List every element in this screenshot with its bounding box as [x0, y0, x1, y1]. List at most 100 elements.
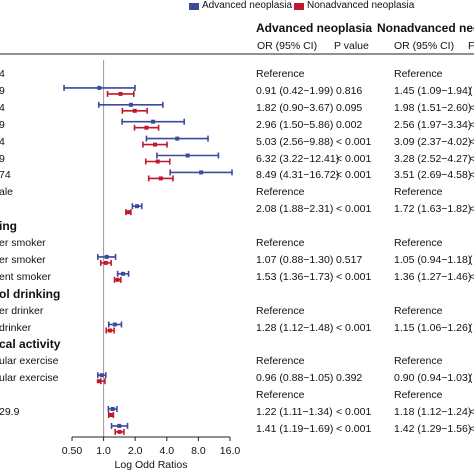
- row-label-10: er smoker: [0, 237, 46, 249]
- non-or-ci-12: 1.36 (1.27−1.46): [394, 270, 472, 283]
- non-point-12: [115, 277, 120, 282]
- x-tick-label-1: 1.0: [96, 445, 111, 457]
- x-tick-label-0: 0.50: [61, 445, 83, 457]
- header-advanced-neoplasia: Advanced neoplasia: [256, 21, 373, 35]
- non-or-ci-1: 1.45 (1.09−1.94): [394, 84, 472, 97]
- non-point-1: [118, 91, 123, 96]
- non-point-3: [144, 125, 149, 130]
- adv-or-ci-18: 0.96 (0.88−1.05): [256, 372, 334, 385]
- adv-or-ci-17: Reference: [256, 355, 305, 368]
- adv-or-ci-2: 1.82 (0.90−3.67): [256, 101, 334, 114]
- adv-or-ci-15: 1.28 (1.12−1.48): [256, 321, 334, 334]
- non-or-ci-3: 2.56 (1.97−3.34): [394, 118, 472, 131]
- non-point-8: [126, 210, 131, 215]
- non-p-value-2: <: [469, 101, 474, 114]
- non-point-6: [158, 176, 163, 181]
- non-or-ci-10: Reference: [394, 237, 443, 249]
- adv-point-1: [97, 85, 102, 90]
- adv-point-3: [151, 119, 156, 124]
- adv-or-ci-6: 8.49 (4.31−16.72): [256, 169, 340, 182]
- non-p-value-20: <: [469, 406, 474, 418]
- non-or-ci-17: Reference: [394, 355, 443, 368]
- non-p-value-6: <: [469, 169, 474, 182]
- row-label-15: drinker: [0, 321, 32, 334]
- non-point-11: [103, 260, 108, 265]
- non-or-ci-18: 0.90 (0.94−1.03): [394, 372, 472, 385]
- adv-or-ci-1: 0.91 (0.42−1.99): [256, 84, 334, 97]
- adv-or-ci-19: Reference: [256, 389, 305, 402]
- non-p-value-4: <: [469, 135, 474, 148]
- adv-point-8: [134, 204, 139, 209]
- non-or-ci-6: 3.51 (2.69−4.58): [394, 169, 472, 182]
- non-point-21: [117, 429, 122, 434]
- adv-p-value-5: < 0.001: [336, 152, 372, 165]
- row-label-17: ular exercise: [0, 355, 59, 368]
- non-or-ci-4: 3.09 (2.37−4.02): [394, 135, 472, 148]
- adv-p-value-1: 0.816: [336, 84, 363, 97]
- adv-p-value-18: 0.392: [336, 372, 363, 385]
- legend-swatch-nonadvanced: [294, 3, 304, 10]
- adv-p-value-6: < 0.001: [336, 169, 372, 182]
- adv-point-12: [120, 271, 125, 276]
- header-or-ci-advanced: OR (95% CI): [257, 40, 318, 52]
- adv-point-18: [99, 373, 104, 378]
- non-point-5: [155, 159, 160, 164]
- non-or-ci-11: 1.05 (0.94−1.18): [394, 253, 472, 266]
- adv-point-6: [199, 170, 204, 175]
- non-p-value-3: <: [469, 118, 474, 131]
- adv-point-5: [185, 153, 190, 158]
- non-or-ci-0: Reference: [394, 68, 443, 80]
- non-or-ci-15: 1.15 (1.06−1.26): [394, 321, 472, 334]
- row-label-9: ing: [0, 219, 17, 234]
- non-p-value-5: <: [469, 152, 474, 165]
- adv-or-ci-11: 1.07 (0.88−1.30): [256, 253, 334, 266]
- legend-label-nonadvanced: Nonadvanced neoplasia: [307, 0, 415, 11]
- adv-or-ci-8: 2.08 (1.88−2.31): [256, 203, 334, 216]
- x-tick-label-5: 16.0: [219, 445, 241, 457]
- x-tick-label-2: 2.0: [127, 445, 143, 457]
- row-label-16: cal activity: [0, 337, 61, 352]
- adv-or-ci-7: Reference: [256, 186, 305, 199]
- row-label-20: 29.9: [0, 406, 20, 418]
- x-axis-title: Log Odd Ratios: [114, 459, 188, 471]
- row-label-1: 9: [0, 84, 5, 97]
- non-or-ci-14: Reference: [394, 304, 443, 317]
- non-or-ci-19: Reference: [394, 389, 443, 402]
- row-label-14: er drinker: [0, 304, 44, 317]
- adv-point-15: [112, 322, 117, 327]
- adv-or-ci-0: Reference: [256, 68, 305, 80]
- adv-p-value-11: 0.517: [336, 253, 363, 266]
- adv-p-value-4: < 0.001: [336, 135, 372, 148]
- adv-p-value-21: < 0.001: [336, 422, 372, 435]
- adv-or-ci-14: Reference: [256, 304, 305, 317]
- adv-or-ci-12: 1.53 (1.36−1.73): [256, 270, 334, 283]
- adv-point-20: [110, 407, 115, 411]
- non-point-2: [132, 108, 137, 113]
- non-p-value-11: (: [469, 253, 473, 266]
- non-or-ci-5: 3.28 (2.52−4.27): [394, 152, 472, 165]
- adv-p-value-3: 0.002: [336, 118, 363, 131]
- non-point-15: [107, 328, 112, 333]
- non-p-value-1: (: [469, 84, 473, 97]
- non-point-18: [96, 379, 101, 384]
- adv-or-ci-5: 6.32 (3.22−12.41): [256, 152, 340, 165]
- non-p-value-12: <: [469, 270, 474, 283]
- legend-label-advanced: Advanced neoplasia: [202, 0, 293, 11]
- row-label-7: ale: [0, 186, 14, 199]
- adv-point-21: [117, 423, 122, 428]
- adv-or-ci-21: 1.41 (1.19−1.69): [256, 422, 334, 435]
- row-label-4: 4: [0, 135, 5, 148]
- adv-point-11: [104, 254, 109, 259]
- non-point-4: [153, 142, 158, 147]
- adv-p-value-2: 0.095: [336, 101, 363, 114]
- non-or-ci-8: 1.72 (1.63−1.82): [394, 203, 472, 216]
- header-p-value-nonadvanced: F: [468, 40, 474, 52]
- row-label-11: er smoker: [0, 253, 46, 266]
- non-p-value-21: <: [469, 422, 474, 435]
- row-label-0: 4: [0, 68, 5, 80]
- x-tick-label-3: 4.0: [159, 445, 175, 457]
- row-label-6: 74: [0, 169, 11, 182]
- adv-or-ci-10: Reference: [256, 237, 305, 249]
- header-nonadvanced-neoplasia: Nonadvanced neo: [377, 21, 474, 35]
